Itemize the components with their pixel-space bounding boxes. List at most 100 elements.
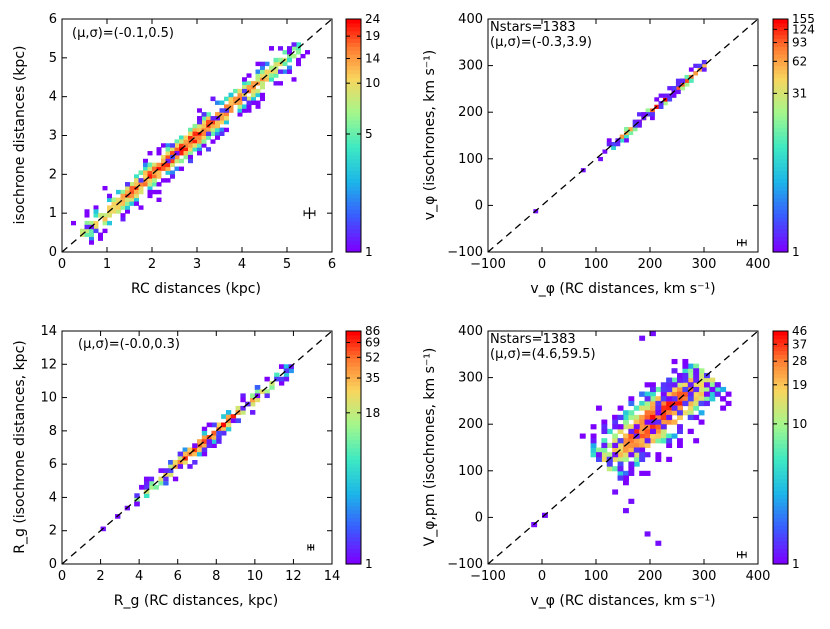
heatmap-cell (206, 116, 211, 121)
heatmap-cell (687, 396, 694, 402)
heatmap-cell (158, 468, 164, 473)
heatmap-cell (623, 414, 629, 421)
heatmap-cell (188, 127, 193, 133)
heatmap-cell (161, 178, 166, 183)
heatmap-cell (197, 127, 202, 133)
heatmap-cell (714, 391, 721, 397)
heatmap-cell (188, 154, 193, 160)
heatmap-cell (655, 424, 662, 430)
heatmap-cell (698, 372, 705, 379)
heatmap-cell (687, 400, 694, 407)
x-tick-label: 5 (283, 257, 291, 272)
x-tick-label: 12 (285, 569, 302, 584)
heatmap-cell (237, 88, 243, 94)
panel-top-right: −100 0 100 200 300 400 −100 0 100 200 300 400 1 31 62 9… (447, 12, 815, 272)
heatmap-cell (197, 116, 202, 121)
heatmap-cell (666, 414, 673, 421)
heatmap-cell (233, 88, 238, 94)
colorbar-tick-label: 62 (792, 54, 807, 68)
heatmap-cell (633, 442, 640, 448)
heatmap-cell (147, 170, 153, 175)
heatmap-cell (687, 405, 694, 411)
heatmap-cell (615, 142, 621, 147)
heatmap-cell (188, 147, 193, 152)
heatmap-cell (701, 67, 707, 72)
heatmap-cell (225, 422, 232, 428)
heatmap-cell (216, 435, 222, 440)
heatmap-cell (197, 439, 203, 444)
heatmap-cell (179, 158, 184, 164)
heatmap-cell (192, 147, 198, 152)
xlabel-bottom-right: v_φ (RC distances, km s⁻¹) (530, 593, 715, 609)
heatmap-cell (283, 368, 290, 374)
heatmap-cell (650, 433, 656, 439)
heatmap-cell (606, 461, 613, 467)
heatmap-cell (305, 50, 310, 55)
heatmap-cell (255, 69, 261, 74)
heatmap-cell (221, 422, 227, 428)
heatmap-cell (675, 89, 681, 95)
heatmap-cell (197, 147, 202, 152)
heatmap-cell (246, 104, 252, 109)
y-tick-label: 4 (49, 490, 57, 505)
heatmap-cell (120, 213, 126, 218)
heatmap-cell (102, 228, 108, 234)
heatmap-cell (283, 376, 290, 382)
heatmap-cell (612, 438, 619, 444)
heatmap-cell (255, 77, 261, 82)
heatmap-cell (698, 382, 705, 388)
heatmap-cell (687, 414, 694, 421)
heatmap-cell (704, 400, 710, 407)
heatmap-cell (240, 397, 246, 403)
y-tick-label: 5 (49, 51, 57, 66)
heatmap-cell (644, 428, 651, 435)
heatmap-cell (165, 151, 171, 156)
heatmap-cell (201, 112, 207, 117)
heatmap-cell (655, 386, 662, 393)
heatmap-cell (206, 439, 212, 444)
heatmap-cell (677, 382, 683, 388)
heatmap-cell (655, 400, 662, 407)
heatmap-cell (188, 158, 193, 164)
heatmap-cell (596, 447, 602, 453)
heatmap-cell (134, 493, 140, 498)
heatmap-cell (156, 166, 162, 171)
heatmap-cell (230, 418, 237, 424)
heatmap-cell (235, 418, 241, 424)
x-tick-label: 100 (584, 257, 609, 272)
heatmap-cell (601, 438, 608, 444)
heatmap-cell (221, 414, 227, 419)
xlabel-top-right: v_φ (RC distances, km s⁻¹) (530, 281, 715, 297)
y-tick-label: −100 (447, 557, 483, 572)
heatmap-cell (183, 147, 189, 152)
y-tick-label: 100 (458, 152, 483, 167)
heatmap-cell (116, 189, 121, 195)
heatmap-cell (246, 96, 252, 102)
heatmap-cell (138, 178, 144, 183)
x-tick-label: 300 (692, 569, 717, 584)
heatmap-cell (704, 377, 710, 383)
heatmap-cell (667, 86, 673, 91)
heatmap-cell (291, 77, 297, 82)
heatmap-cell (129, 189, 135, 195)
y-tick-label: 200 (458, 417, 483, 432)
heatmap-cell (210, 123, 216, 129)
heatmap-cell (612, 442, 619, 448)
heatmap-cell (682, 382, 689, 388)
heatmap-cell (606, 428, 613, 435)
heatmap-cell (179, 135, 184, 140)
axes-frame (487, 330, 759, 565)
heatmap-cell (172, 476, 179, 482)
heatmap-cell (211, 430, 217, 436)
colorbar-tick-label: 10 (365, 76, 380, 90)
heatmap-cell (192, 447, 198, 453)
error-bar (736, 238, 747, 247)
heatmap-cell (138, 185, 144, 191)
heatmap-cell (637, 123, 642, 128)
heatmap-cell (134, 189, 139, 195)
heatmap-cell (666, 391, 673, 397)
heatmap-cell (650, 382, 656, 388)
heatmap-cell (628, 442, 635, 448)
heatmap-cell (201, 439, 208, 444)
